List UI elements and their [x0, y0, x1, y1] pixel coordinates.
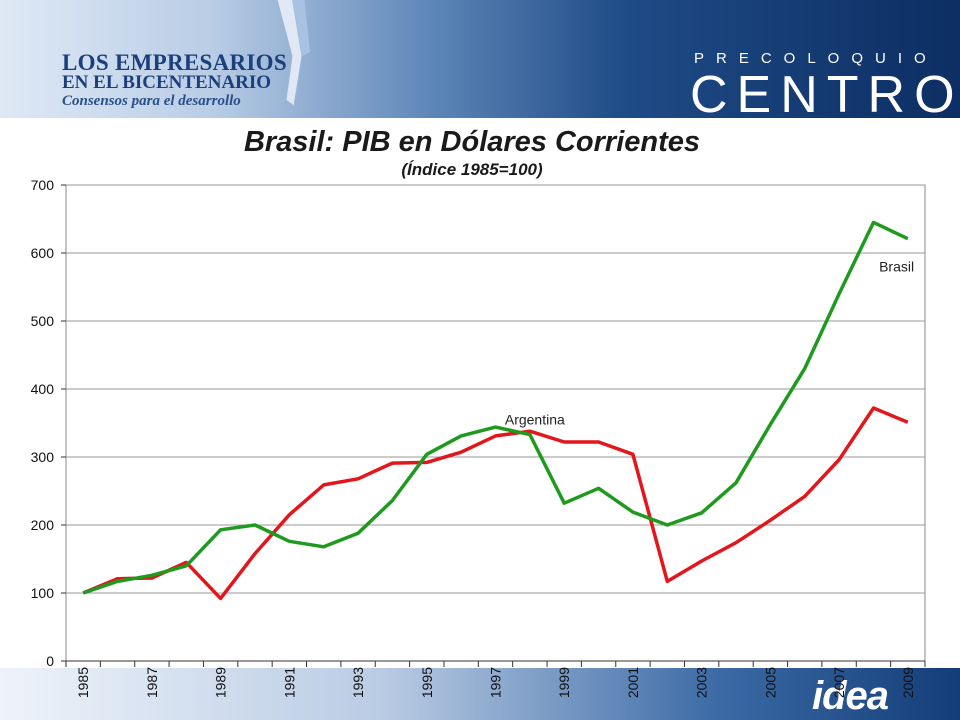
y-tick-label: 300	[31, 449, 55, 465]
chart-title: Brasil: PIB en Dólares Corrientes	[243, 126, 701, 158]
x-tick-label: 1997	[488, 667, 504, 698]
y-tick-label: 0	[46, 653, 54, 669]
logo-right-sub: PRECOLOQUIO	[694, 50, 938, 67]
series-label-argentina: Argentina	[505, 412, 565, 428]
logo-left-line1: LOS EMPRESARIOS	[62, 50, 287, 75]
empresarios-logo: LOS EMPRESARIOS EN EL BICENTENARIO Conse…	[62, 50, 287, 110]
ribbon-icon	[276, 0, 310, 107]
chart-subtitle: (Índice 1985=100)	[401, 160, 543, 179]
logo-left-line3: Consensos para el desarrollo	[62, 93, 241, 109]
x-tick-label: 1999	[556, 667, 572, 698]
x-tick-label: 2007	[831, 667, 847, 698]
y-tick-label: 500	[31, 313, 55, 329]
x-tick-label: 2001	[625, 667, 641, 698]
header-banner: LOS EMPRESARIOS EN EL BICENTENARIO Conse…	[0, 0, 960, 118]
x-tick-label: 2003	[694, 667, 710, 698]
x-tick-label: 1991	[281, 667, 297, 698]
y-tick-label: 400	[31, 381, 55, 397]
footer-band	[0, 668, 960, 720]
series-line-brasil	[82, 220, 909, 595]
series-line-argentina	[82, 406, 909, 601]
precoloquio-logo: PRECOLOQUIO CENTRO	[690, 50, 960, 118]
x-tick-label: 2005	[762, 667, 778, 698]
x-tick-label: 1985	[75, 667, 91, 698]
x-tick-label: 1993	[350, 667, 366, 698]
y-tick-label: 600	[31, 245, 55, 261]
logo-left-line2: EN EL BICENTENARIO	[62, 72, 272, 93]
logo-right-main: CENTRO	[690, 66, 960, 118]
y-tick-label: 100	[31, 585, 55, 601]
y-tick-label: 700	[31, 177, 55, 193]
x-tick-label: 1987	[144, 667, 160, 698]
x-tick-label: 1989	[213, 667, 229, 698]
x-tick-label: 1995	[419, 667, 435, 698]
y-tick-label: 200	[31, 517, 55, 533]
x-tick-label: 2009	[900, 667, 916, 698]
idea-logo: idea	[812, 674, 889, 718]
series-label-brasil: Brasil	[879, 259, 914, 275]
plot-frame	[65, 184, 926, 662]
